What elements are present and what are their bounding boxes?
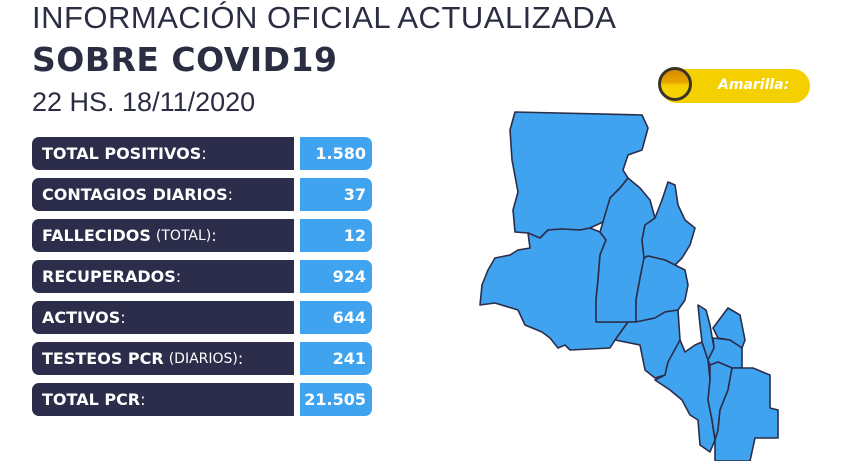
alert-circle-icon: [658, 67, 692, 101]
stat-row-recuperados: RECUPERADOS: 924: [32, 260, 372, 293]
stat-row-total-positivos: TOTAL POSITIVOS: 1.580: [32, 137, 372, 170]
stat-label: TESTEOS PCR (DIARIOS):: [32, 342, 294, 375]
title-line-1: INFORMACIÓN OFICIAL ACTUALIZADA: [32, 0, 617, 35]
stat-value: 241: [300, 342, 372, 375]
province-map-icon: [479, 111, 779, 461]
stat-row-contagios-diarios: CONTAGIOS DIARIOS: 37: [32, 178, 372, 211]
stat-label: RECUPERADOS:: [32, 260, 294, 293]
stat-row-testeos-pcr: TESTEOS PCR (DIARIOS): 241: [32, 342, 372, 375]
stat-value: 924: [300, 260, 372, 293]
stat-row-activos: ACTIVOS: 644: [32, 301, 372, 334]
stat-row-total-pcr: TOTAL PCR: 21.505: [32, 383, 372, 416]
stat-label: TOTAL PCR:: [32, 383, 294, 416]
alert-level-label: Amarilla:: [718, 77, 790, 93]
stat-value: 37: [300, 178, 372, 211]
stat-label: FALLECIDOS (TOTAL):: [32, 219, 294, 252]
title-line-2: SOBRE COVID19: [32, 40, 338, 79]
stats-table: TOTAL POSITIVOS: 1.580 CONTAGIOS DIARIOS…: [32, 137, 372, 424]
report-datetime: 22 HS. 18/11/2020: [32, 87, 256, 117]
stat-label: CONTAGIOS DIARIOS:: [32, 178, 294, 211]
stat-value: 12: [300, 219, 372, 252]
stat-value: 21.505: [300, 383, 372, 416]
stat-value: 644: [300, 301, 372, 334]
stat-value: 1.580: [300, 137, 372, 170]
stat-label: ACTIVOS:: [32, 301, 294, 334]
stat-row-fallecidos: FALLECIDOS (TOTAL): 12: [32, 219, 372, 252]
alert-level-badge: Amarilla:: [658, 67, 810, 103]
stat-label: TOTAL POSITIVOS:: [32, 137, 294, 170]
